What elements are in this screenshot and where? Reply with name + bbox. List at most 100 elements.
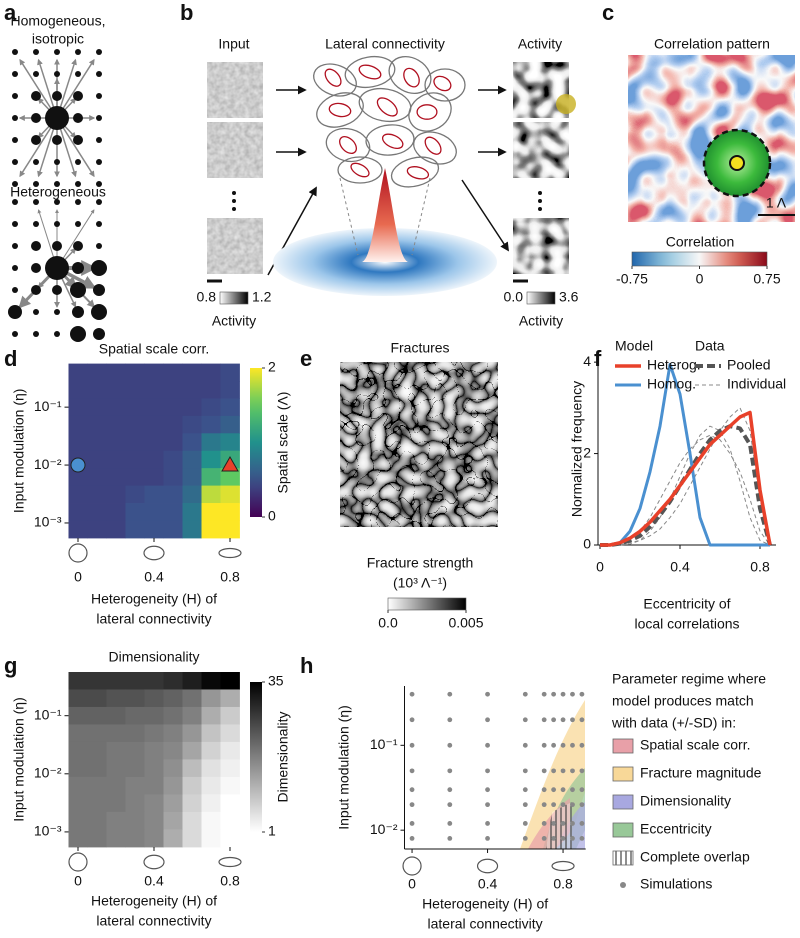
heatmap-cell <box>182 724 202 743</box>
heatmap-cell <box>220 468 240 486</box>
heatmap-cell <box>87 724 107 743</box>
anisotropy-icon <box>218 547 242 559</box>
neuron-dot <box>75 49 81 55</box>
heatmap-cell <box>163 503 183 521</box>
simulation-dot <box>541 691 547 697</box>
connectivity-core <box>339 136 357 154</box>
column-title: Input <box>218 36 249 52</box>
heatmap-cell <box>144 503 164 521</box>
neuron-dot <box>12 287 18 293</box>
heatmap-cell <box>201 741 221 760</box>
x-tick-label: 0.4 <box>144 873 164 889</box>
heatmap-cell <box>144 829 164 848</box>
arrow <box>461 179 509 252</box>
heatmap-cell <box>144 689 164 708</box>
legend-swatch <box>612 766 634 782</box>
colorbar <box>631 251 768 267</box>
connectivity-core <box>376 97 398 117</box>
heatmap-cell <box>144 794 164 813</box>
heatmap-cell <box>125 398 145 417</box>
legend-title: with data (+/-SD) in: <box>611 715 736 731</box>
simulation-dot <box>570 768 575 774</box>
neuron-dot <box>52 135 62 145</box>
neuron-dot <box>33 181 39 187</box>
neuron-dot <box>12 243 18 249</box>
colorbar-tick-label: 0.75 <box>753 271 780 287</box>
heatmap-cell <box>182 398 202 417</box>
x-axis-label: Heterogeneity (H) of <box>91 893 217 909</box>
heatmap-cell <box>182 689 202 708</box>
connectivity-outline <box>365 124 415 156</box>
neuron-dot <box>12 159 18 165</box>
simulation-dot <box>447 768 453 774</box>
heatmap-cell <box>68 433 88 452</box>
heatmap-cell <box>106 520 126 539</box>
heatmap-cell <box>125 415 145 434</box>
simulation-dot <box>447 742 453 748</box>
neuron-dot <box>33 221 39 227</box>
neuron-dot <box>12 93 18 99</box>
heatmap-cell <box>87 689 107 708</box>
simulation-dot <box>447 802 453 808</box>
simulation-dot <box>560 691 566 697</box>
heatmap-cell <box>182 741 202 760</box>
heatmap-cell <box>125 794 145 813</box>
heatmap-cell <box>144 415 164 434</box>
heatmap-cell <box>163 706 183 725</box>
neuron-dot <box>96 115 102 121</box>
panel-a-heading: Homogeneous, <box>11 13 106 29</box>
x-tick-label: 0 <box>74 569 82 585</box>
heatmap-cell <box>87 433 107 452</box>
x-tick-label: 0.8 <box>553 876 573 892</box>
heatmap-cell <box>163 468 183 486</box>
x-axis-label: lateral connectivity <box>96 913 211 929</box>
heatmap-cell <box>144 520 164 539</box>
heatmap-cell <box>125 689 145 708</box>
heatmap-cell <box>201 724 221 743</box>
connectivity-outline <box>408 92 452 132</box>
neuron-dot <box>54 71 60 77</box>
legend-swatch <box>612 794 634 810</box>
heatmap-cell <box>163 724 183 743</box>
heatmap-cell <box>68 759 88 778</box>
simulation-dot <box>447 787 453 793</box>
guide-line <box>411 177 431 256</box>
heatmap-cell <box>163 829 183 848</box>
heatmap-cell <box>201 672 221 690</box>
simulation-dot <box>409 768 415 774</box>
heatmap-cell <box>163 689 183 708</box>
simulation-dot <box>579 717 585 723</box>
heatmap-cell <box>87 450 107 469</box>
heatmap-cell <box>87 811 107 830</box>
neuron-dot <box>52 241 62 251</box>
neuron-dot <box>52 285 62 295</box>
heatmap-cell <box>106 741 126 760</box>
panel-label: e <box>300 346 312 371</box>
colorbar <box>387 597 467 611</box>
neuron-dot <box>96 49 102 55</box>
neuron-dot <box>31 91 41 101</box>
neuron-dot <box>96 243 102 249</box>
heatmap-cell <box>220 811 240 830</box>
heatmap-cell <box>163 450 183 469</box>
colorbar-tick-label: 3.6 <box>559 289 579 305</box>
simulation-dot <box>551 802 557 808</box>
heatmap-cell <box>106 794 126 813</box>
neuron-dot <box>31 263 41 273</box>
x-tick-label: 0.4 <box>144 569 164 585</box>
heatmap-cell <box>144 776 164 795</box>
simulation-dot <box>409 742 415 748</box>
heatmap-cell <box>201 689 221 708</box>
heatmap-cell <box>163 398 183 417</box>
y-tick-label: 10⁻² <box>370 821 398 837</box>
correlation-image <box>628 55 795 222</box>
heatmap-cell <box>68 724 88 743</box>
heatmap-cell <box>125 381 145 399</box>
heatmap-cell <box>201 398 221 417</box>
heatmap-cell <box>201 776 221 795</box>
y-tick-label: 2 <box>583 444 591 460</box>
heatmap-cell <box>182 468 202 486</box>
anisotropy-icon <box>143 854 165 870</box>
heatmap-cell <box>182 794 202 813</box>
